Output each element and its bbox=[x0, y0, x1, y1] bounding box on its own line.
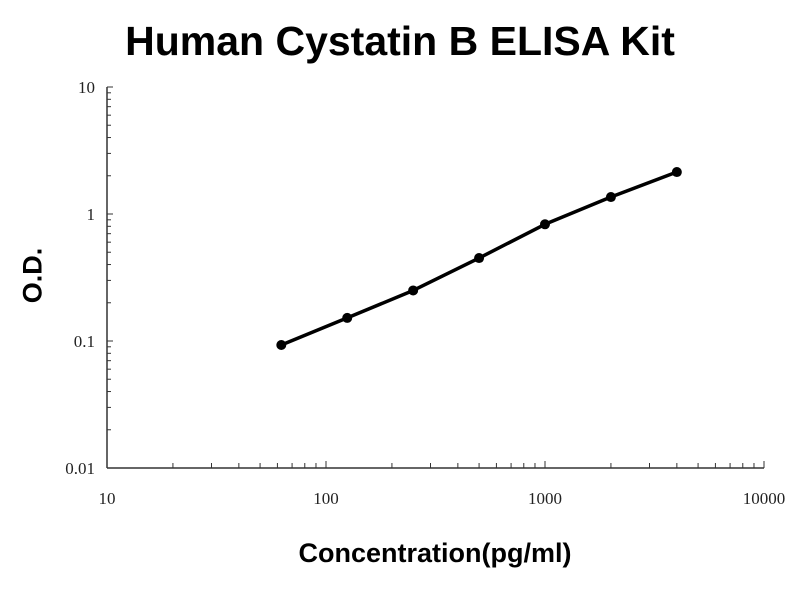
x-tick-label: 100 bbox=[313, 489, 339, 508]
data-point bbox=[540, 219, 550, 230]
data-point bbox=[474, 253, 485, 264]
x-axis-label: Concentration(pg/ml) bbox=[298, 538, 572, 568]
y-tick-label: 10 bbox=[78, 78, 95, 97]
x-tick-label: 10000 bbox=[743, 489, 786, 508]
y-tick-label: 1 bbox=[87, 205, 96, 224]
x-tick-label: 10 bbox=[99, 489, 116, 508]
data-point bbox=[276, 340, 287, 351]
data-point bbox=[605, 192, 616, 203]
data-point bbox=[342, 312, 353, 323]
data-point bbox=[408, 285, 419, 296]
chart-title: Human Cystatin B ELISA Kit bbox=[125, 18, 675, 64]
y-tick-label: 0.01 bbox=[65, 459, 95, 478]
x-tick-label: 1000 bbox=[528, 489, 562, 508]
data-point bbox=[671, 167, 682, 178]
y-tick-label: 0.1 bbox=[74, 332, 95, 351]
y-axis-label: O.D. bbox=[17, 247, 48, 304]
